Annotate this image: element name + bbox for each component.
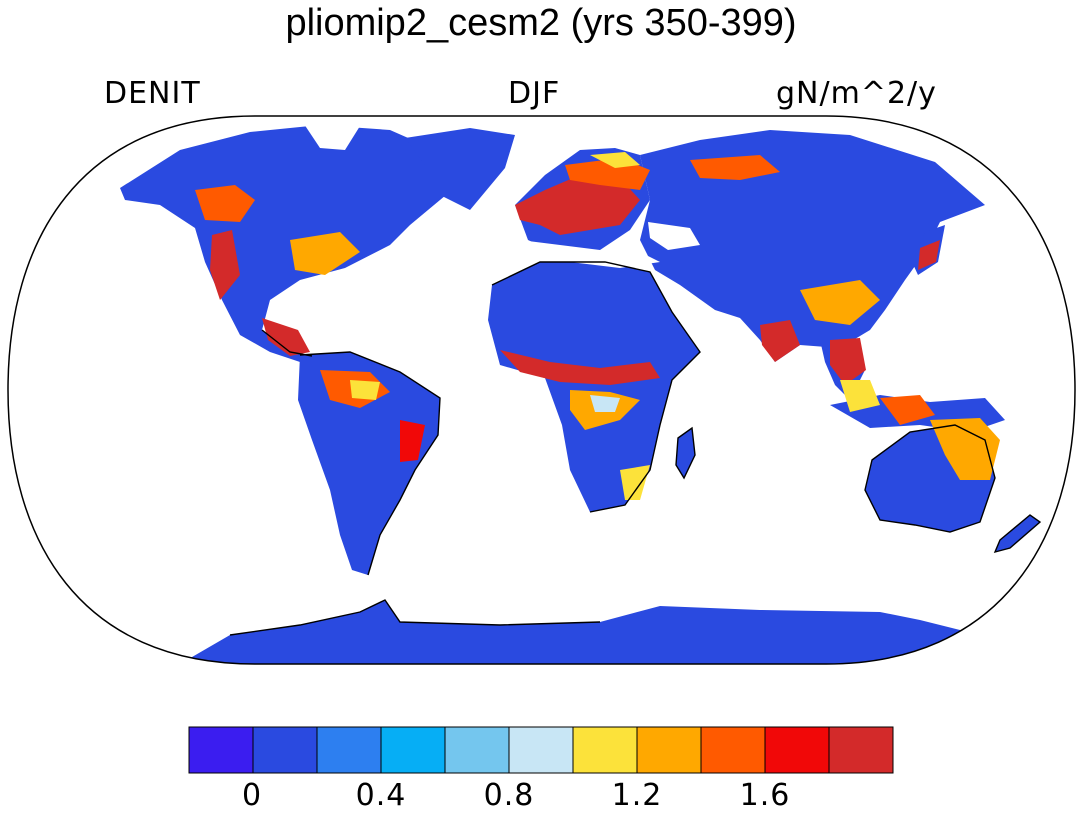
colorbar-tick-label: 1.6	[739, 778, 791, 813]
colorbar-swatch	[188, 726, 254, 774]
africa	[488, 262, 700, 512]
map-title: pliomip2_cesm2 (yrs 350-399)	[285, 2, 797, 44]
colorbar-swatch	[508, 726, 574, 774]
south-america	[298, 352, 440, 575]
colorbar-swatch	[636, 726, 702, 774]
colorbar-swatch	[252, 726, 318, 774]
colorbar-swatch	[316, 726, 382, 774]
hotspots	[195, 152, 1000, 500]
asia	[640, 130, 985, 362]
units-label: gN/m^2/y	[776, 76, 937, 111]
colorbar-tick-label: 1.2	[611, 778, 663, 813]
colorbar-swatch	[700, 726, 766, 774]
greenland	[405, 128, 515, 210]
colorbar-tick-label: 0	[241, 778, 263, 813]
colorbar-swatch	[828, 726, 894, 774]
coastlines	[229, 261, 1042, 636]
madagascar	[676, 428, 695, 478]
colorbar-tick-label: 0.8	[483, 778, 535, 813]
land-layer	[120, 116, 1060, 664]
world-map	[7, 115, 1076, 665]
colorbar	[188, 726, 894, 774]
season-label: DJF	[508, 76, 561, 111]
colorbar-swatch	[380, 726, 446, 774]
colorbar-swatch	[444, 726, 510, 774]
variable-label: DENIT	[104, 76, 201, 111]
colorbar-swatch	[764, 726, 830, 774]
globe-outline	[7, 115, 1076, 665]
antarctica	[180, 600, 1060, 664]
new-zealand	[995, 515, 1040, 552]
colorbar-tick-label: 0.4	[355, 778, 407, 813]
colorbar-swatch	[572, 726, 638, 774]
